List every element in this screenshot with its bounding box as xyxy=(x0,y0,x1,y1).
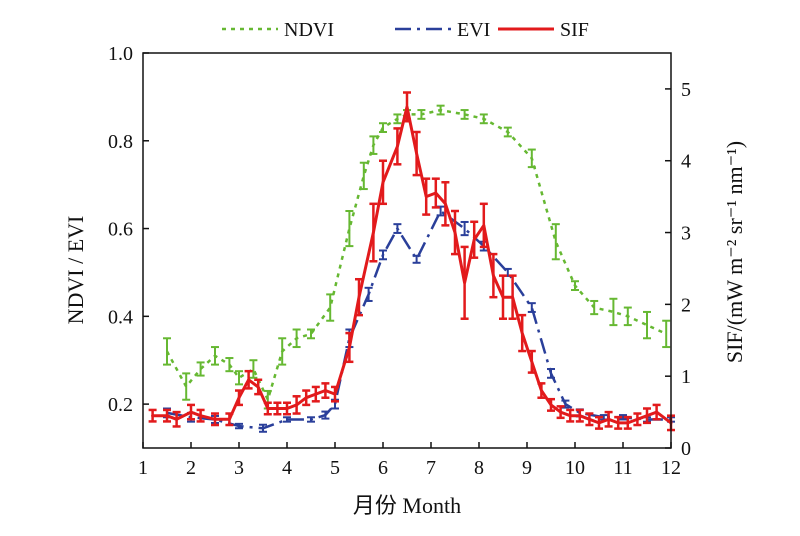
sif-line xyxy=(151,105,673,425)
x-tick-label: 4 xyxy=(282,457,292,479)
y-left-tick-label: 0.8 xyxy=(108,131,133,153)
plot-frame xyxy=(142,52,672,449)
y-right-tick-label: 3 xyxy=(681,223,691,245)
x-tick-label: 1 xyxy=(138,457,148,479)
y-left-tick-label: 0.4 xyxy=(108,306,133,328)
x-tick-label: 5 xyxy=(330,457,340,479)
ndvi-error-bar xyxy=(307,328,315,340)
x-tick-label: 8 xyxy=(474,457,484,479)
ndvi-error-bar xyxy=(551,223,560,261)
ndvi-error-bar xyxy=(235,370,243,386)
y-right-tick-label: 5 xyxy=(681,79,691,101)
y-left-tick-label: 0.2 xyxy=(108,394,133,416)
series-layer xyxy=(148,91,675,433)
x-tick-label: 6 xyxy=(378,457,388,479)
y-right-tick-label: 2 xyxy=(681,294,691,316)
y-right-tick-label: 1 xyxy=(681,366,691,388)
x-tick-label: 2 xyxy=(186,457,196,479)
series-evi xyxy=(163,205,675,433)
ndvi-error-bar xyxy=(359,161,368,191)
legend-item-ndvi: NDVI xyxy=(222,19,334,41)
ndvi-error-bar xyxy=(326,293,335,322)
y-axis-left-label: NDVI / EVI xyxy=(63,216,88,325)
legend-item-sif: SIF xyxy=(498,19,589,41)
ndvi-error-bar xyxy=(643,310,651,340)
y-left-tick-label: 1.0 xyxy=(108,43,133,65)
x-axis-label: 月份 Month xyxy=(353,493,461,518)
ndvi-error-bar xyxy=(182,372,191,401)
y-right-tick-label: 0 xyxy=(681,438,691,460)
y-axis-right-label: SIF/(mW m⁻² sr⁻¹ nm⁻¹) xyxy=(722,141,747,363)
legend-label: EVI xyxy=(457,19,490,41)
x-tick-label: 3 xyxy=(234,457,244,479)
series-sif xyxy=(148,91,675,432)
evi-error-bar xyxy=(283,416,291,423)
evi-error-bar xyxy=(460,220,469,237)
ndvi-line xyxy=(165,108,667,401)
ndvi-error-bar xyxy=(662,319,671,349)
legend-label: NDVI xyxy=(284,19,334,41)
legend-label: SIF xyxy=(560,19,589,41)
evi-line xyxy=(166,209,671,430)
y-right-tick-label: 4 xyxy=(681,151,691,173)
ndvi-error-bar xyxy=(249,359,258,379)
ndvi-error-bar xyxy=(460,109,469,120)
x-tick-label: 11 xyxy=(613,457,632,479)
x-tick-label: 12 xyxy=(661,457,681,479)
ndvi-error-bar xyxy=(345,210,354,248)
legend-item-evi: EVI xyxy=(395,19,490,41)
x-tick-label: 9 xyxy=(522,457,532,479)
ndvi-error-bar xyxy=(196,361,205,377)
legend: NDVI EVI SIF xyxy=(222,19,589,41)
x-tick-label: 10 xyxy=(565,457,585,479)
y-left-tick-label: 0.6 xyxy=(108,219,133,241)
x-tick-label: 7 xyxy=(426,457,436,479)
ndvi-error-bar xyxy=(609,297,618,327)
series-ndvi xyxy=(163,104,671,410)
